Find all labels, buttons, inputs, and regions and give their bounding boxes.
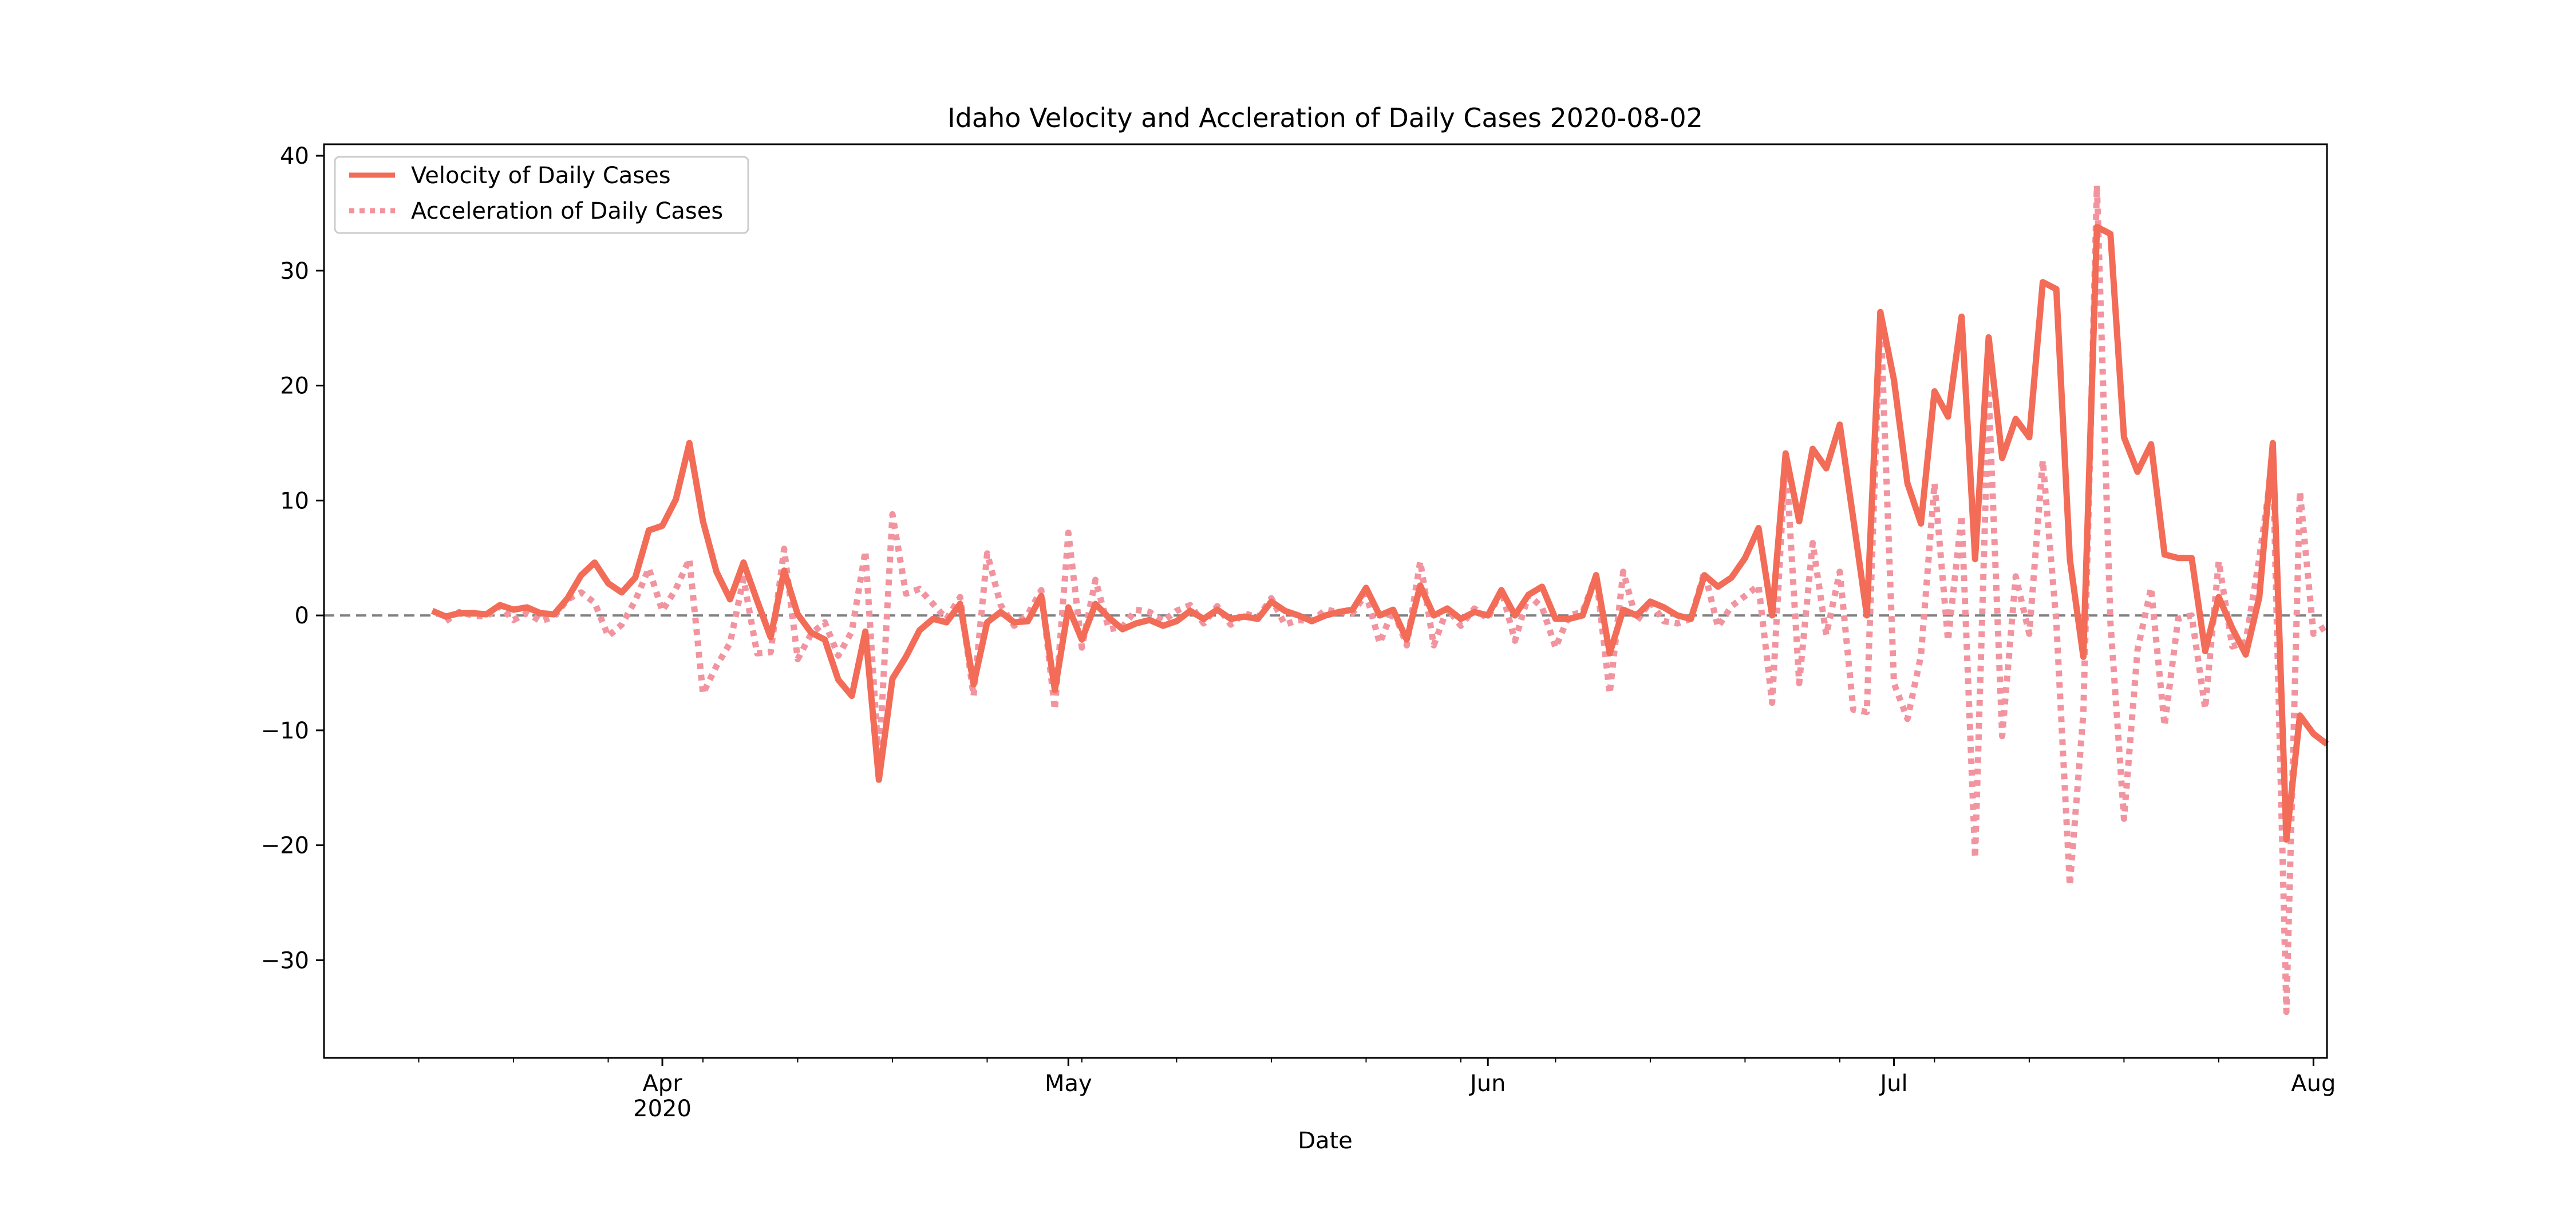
y-tick-label: −10 xyxy=(261,718,309,744)
y-tick-label: −30 xyxy=(261,947,309,974)
legend-box xyxy=(334,156,749,234)
series-layer xyxy=(430,182,2329,1016)
x-tick-label: Jun xyxy=(1468,1070,1506,1097)
legend: Velocity of Daily Cases Acceleration of … xyxy=(334,156,749,234)
legend-label-acceleration: Acceleration of Daily Cases xyxy=(411,198,723,224)
y-tick-label: 20 xyxy=(280,373,309,400)
acceleration-series-line xyxy=(444,182,2329,1016)
x-tick-label: Jul xyxy=(1878,1070,1907,1097)
velocity-series-line xyxy=(430,224,2329,843)
y-tick-label: 10 xyxy=(280,488,309,514)
x-axis-label: Date xyxy=(1298,1128,1353,1154)
x-tick-label: Aug xyxy=(2291,1070,2336,1097)
x-tick-label: Apr xyxy=(642,1070,682,1097)
y-tick-label: 0 xyxy=(295,603,309,629)
y-tick-label: −20 xyxy=(261,833,309,859)
x-tick-label: May xyxy=(1045,1070,1092,1097)
y-tick-label: 40 xyxy=(280,143,309,169)
plot-frame xyxy=(323,143,2328,1059)
x-tick-sublabel: 2020 xyxy=(633,1096,692,1122)
chart-title: Idaho Velocity and Accleration of Daily … xyxy=(947,102,1703,133)
legend-label-velocity: Velocity of Daily Cases xyxy=(411,163,671,189)
y-tick-label: 30 xyxy=(280,258,309,285)
